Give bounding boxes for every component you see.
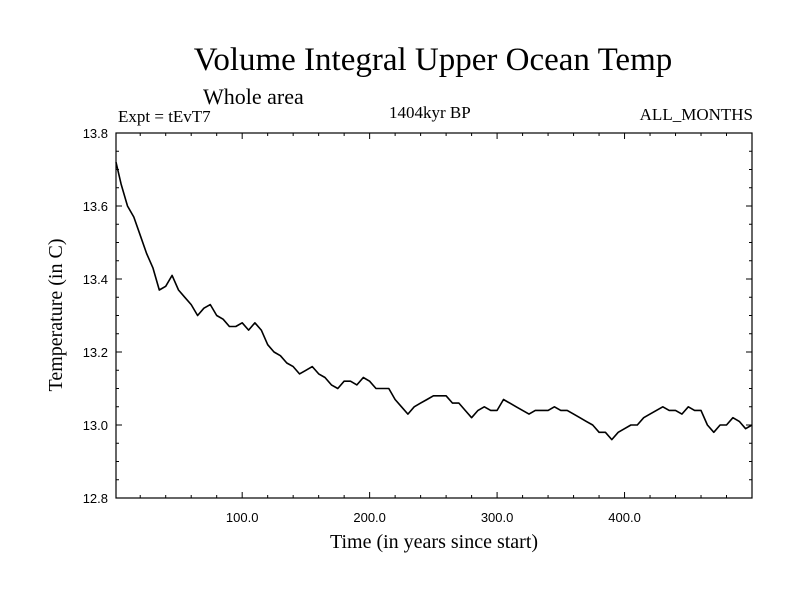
- y-tick-label: 13.0: [83, 418, 108, 433]
- x-tick-label: 400.0: [608, 510, 641, 525]
- y-tick-label: 13.6: [83, 199, 108, 214]
- y-axis-title: Temperature (in C): [45, 239, 67, 392]
- y-tick-label: 12.8: [83, 491, 108, 506]
- period-label: 1404kyr BP: [389, 103, 471, 122]
- x-tick-label: 100.0: [226, 510, 259, 525]
- y-tick-label: 13.2: [83, 345, 108, 360]
- axes: 12.8 13.0 13.2 13.4 13.6 13.8 100.0 200.0 300.0 4…: [83, 126, 752, 525]
- chart-subtitle: Whole area: [203, 84, 304, 109]
- series-line: [115, 162, 753, 441]
- months-label: ALL_MONTHS: [639, 105, 753, 124]
- x-axis-title: Time (in years since start): [330, 531, 538, 553]
- chart-title: Volume Integral Upper Ocean Temp: [193, 42, 673, 78]
- plot-frame: [115, 132, 753, 499]
- y-tick-label: 13.4: [83, 272, 108, 287]
- y-tick-label: 13.8: [83, 126, 108, 141]
- x-tick-label: 200.0: [353, 510, 386, 525]
- series-layer: [115, 162, 753, 441]
- experiment-label: Expt = tEvT7: [118, 107, 211, 126]
- x-tick-label: 300.0: [481, 510, 514, 525]
